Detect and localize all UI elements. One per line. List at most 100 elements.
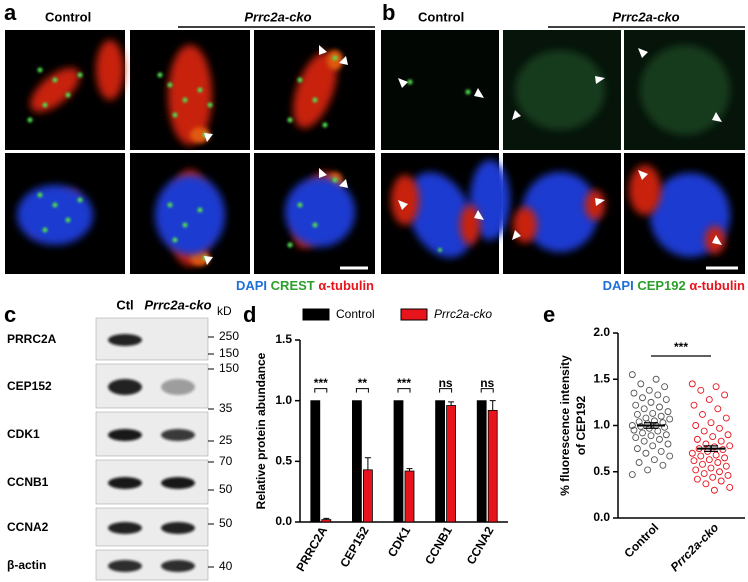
band bbox=[108, 560, 142, 572]
band bbox=[161, 429, 195, 441]
error-bar bbox=[364, 457, 371, 470]
point bbox=[702, 440, 710, 448]
y-tick-label: 0.5 bbox=[275, 454, 292, 468]
point bbox=[642, 449, 650, 457]
point bbox=[650, 456, 658, 464]
band bbox=[161, 522, 195, 534]
band bbox=[161, 560, 195, 572]
panel-label: a bbox=[4, 0, 17, 25]
band bbox=[161, 477, 195, 489]
bar bbox=[446, 405, 457, 523]
y-tick-label: 0.5 bbox=[593, 464, 610, 478]
point bbox=[661, 383, 669, 391]
x-tick-label: Prrc2a-cko bbox=[668, 520, 722, 574]
panel-label: b bbox=[382, 0, 395, 25]
axis-title: Relative protein abundance bbox=[254, 352, 268, 509]
marker-label: 150 bbox=[219, 361, 239, 375]
point bbox=[688, 449, 696, 457]
bar bbox=[362, 469, 373, 523]
point bbox=[649, 410, 657, 417]
point bbox=[700, 427, 708, 435]
point bbox=[693, 435, 701, 443]
point bbox=[640, 405, 648, 413]
significance: *** bbox=[674, 340, 688, 354]
point bbox=[654, 391, 662, 399]
point bbox=[628, 371, 636, 379]
point bbox=[650, 417, 658, 425]
stain: CREST bbox=[271, 278, 315, 293]
point bbox=[664, 408, 672, 416]
point bbox=[705, 456, 713, 464]
point bbox=[632, 434, 640, 441]
stain: DAPI bbox=[603, 278, 634, 293]
point bbox=[697, 386, 705, 394]
point bbox=[647, 398, 655, 406]
bar bbox=[310, 400, 321, 523]
marker-label: 35 bbox=[219, 401, 233, 415]
marker-label: 50 bbox=[219, 516, 233, 530]
sig-bracket bbox=[397, 388, 411, 393]
point bbox=[649, 442, 657, 450]
point bbox=[722, 462, 730, 470]
band bbox=[108, 429, 142, 441]
legend-swatch bbox=[400, 308, 428, 321]
legend-label: Prrc2a-cko bbox=[434, 307, 492, 321]
bar bbox=[351, 400, 362, 523]
band bbox=[108, 477, 142, 489]
error-bar bbox=[489, 400, 496, 411]
point bbox=[721, 391, 729, 399]
point bbox=[657, 447, 665, 455]
protein-label: CEP152 bbox=[7, 379, 52, 393]
axis-title: of CEP192 bbox=[574, 395, 588, 455]
y-tick-label: 2.0 bbox=[593, 325, 610, 339]
point bbox=[633, 410, 641, 418]
point bbox=[716, 424, 723, 432]
point bbox=[632, 401, 640, 409]
marker-label: 150 bbox=[219, 346, 239, 360]
micrographs-a bbox=[5, 30, 375, 274]
significance: *** bbox=[397, 376, 411, 390]
stain: CEP192 bbox=[637, 278, 685, 293]
x-tick-label: CCNB1 bbox=[422, 524, 455, 567]
error-bar bbox=[448, 401, 455, 406]
header: Control bbox=[418, 9, 464, 24]
point bbox=[724, 472, 732, 479]
point bbox=[717, 477, 725, 485]
lane-label: Prrc2a-cko bbox=[144, 297, 211, 312]
point bbox=[705, 396, 713, 404]
point bbox=[639, 429, 646, 437]
point bbox=[662, 431, 670, 439]
marker-label: 25 bbox=[219, 433, 233, 447]
y-tick-label: 1.5 bbox=[593, 371, 610, 385]
micrographs-b bbox=[381, 30, 745, 274]
band bbox=[108, 334, 142, 346]
point bbox=[640, 437, 648, 445]
lane-label: Ctl bbox=[116, 297, 133, 312]
point bbox=[716, 468, 723, 476]
protein-label: β-actin bbox=[7, 558, 46, 572]
bar bbox=[435, 400, 446, 523]
x-tick-label: CDK1 bbox=[385, 524, 414, 560]
point bbox=[633, 445, 641, 453]
axis-title: % fluorescence intensity bbox=[558, 355, 572, 496]
protein-label: CCNB1 bbox=[7, 475, 49, 489]
point bbox=[690, 401, 698, 409]
stain: DAPI bbox=[236, 278, 267, 293]
legend-swatch bbox=[302, 308, 330, 321]
point bbox=[726, 442, 734, 450]
bar bbox=[393, 400, 404, 523]
x-tick-label: CCNA2 bbox=[464, 524, 497, 567]
point bbox=[692, 422, 700, 429]
point bbox=[700, 470, 708, 478]
panel-label: e bbox=[543, 302, 555, 327]
point bbox=[639, 394, 646, 402]
point bbox=[702, 480, 710, 488]
stain-caption: DAPI CREST α-tubulin bbox=[236, 278, 374, 293]
point bbox=[707, 464, 715, 472]
point bbox=[666, 452, 674, 460]
marker-label: 250 bbox=[219, 329, 239, 343]
point bbox=[697, 452, 705, 460]
sig-bracket bbox=[314, 388, 328, 393]
header: Prrc2a-cko bbox=[244, 9, 311, 24]
